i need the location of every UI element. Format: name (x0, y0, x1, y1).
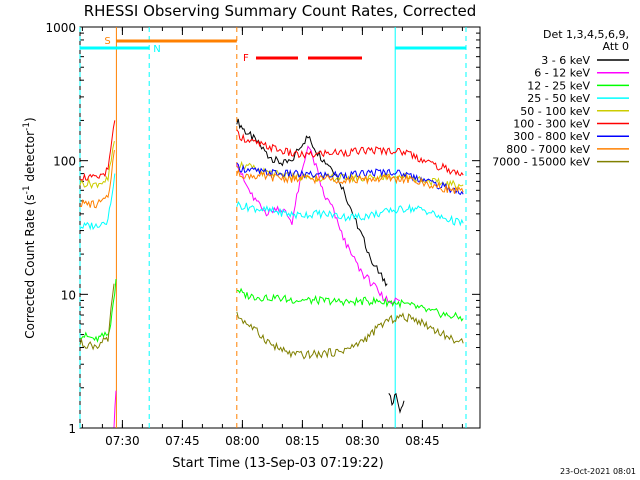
y-axis-label-end: ) (23, 117, 37, 122)
legend-label: 50 - 100 keV (520, 105, 590, 118)
legend-label: 12 - 25 keV (527, 79, 590, 92)
x-tick-label: 08:45 (405, 434, 440, 448)
series-line (79, 120, 116, 181)
plot-layer: 1 10 100 1000 07:30 07:45 08:00 08:15 08:30 08:45… (45, 21, 481, 448)
series-line (236, 129, 464, 177)
legend-label: 25 - 50 keV (527, 92, 590, 105)
series-line (388, 392, 405, 414)
series-line (236, 162, 464, 196)
x-tick-label: 08:00 (225, 434, 260, 448)
flare-label: F (243, 53, 249, 64)
legend-label: 300 - 800 keV (513, 130, 590, 143)
series-line (80, 279, 117, 343)
y-axis-label-main: Corrected Count Rate (s (23, 194, 37, 338)
night-label: N (153, 44, 160, 55)
series-line (236, 287, 464, 322)
legend-header-line2: Att 0 (603, 40, 629, 53)
legend-label: 100 - 300 keV (513, 118, 590, 131)
x-tick-label: 08:30 (345, 434, 380, 448)
series-line (236, 311, 464, 360)
x-tick-label: 07:30 (105, 434, 140, 448)
series-line (236, 168, 464, 194)
chart-title: RHESSI Observing Summary Count Rates, Co… (84, 2, 477, 20)
y-tick-label: 10 (61, 288, 76, 302)
timestamp: 23-Oct-2021 08:01 (560, 467, 636, 476)
saa-label: S (104, 36, 110, 47)
series-line (236, 201, 464, 227)
legend-header-line1: Det 1,3,4,5,6,9, (543, 28, 629, 41)
series-line (113, 390, 117, 428)
plot-frame (79, 26, 481, 429)
series-line (79, 283, 115, 351)
y-tick-label: 1000 (45, 21, 76, 35)
y-axis-label-sup1: -1 (22, 185, 32, 194)
legend-label: 7000 - 15000 keV (492, 156, 590, 169)
legend-label: 800 - 7000 keV (506, 143, 590, 156)
y-tick-label: 1 (68, 422, 76, 436)
legend-label: 6 - 12 keV (534, 67, 590, 80)
y-axis-label-mid: detector (23, 131, 37, 186)
x-tick-label: 08:15 (285, 434, 320, 448)
y-axis-label: Corrected Count Rate (s-1 detector-1) (22, 117, 37, 338)
legend-label: 3 - 6 keV (541, 54, 590, 67)
series-line (79, 140, 115, 190)
x-tick-label: 07:45 (165, 434, 200, 448)
series-line (79, 150, 115, 209)
y-axis-label-sup2: -1 (22, 122, 32, 131)
series-line (236, 118, 388, 287)
y-tick-label: 100 (53, 155, 76, 169)
series-line (79, 173, 116, 231)
x-axis-label: Start Time (13-Sep-03 07:19:22) (172, 456, 383, 471)
